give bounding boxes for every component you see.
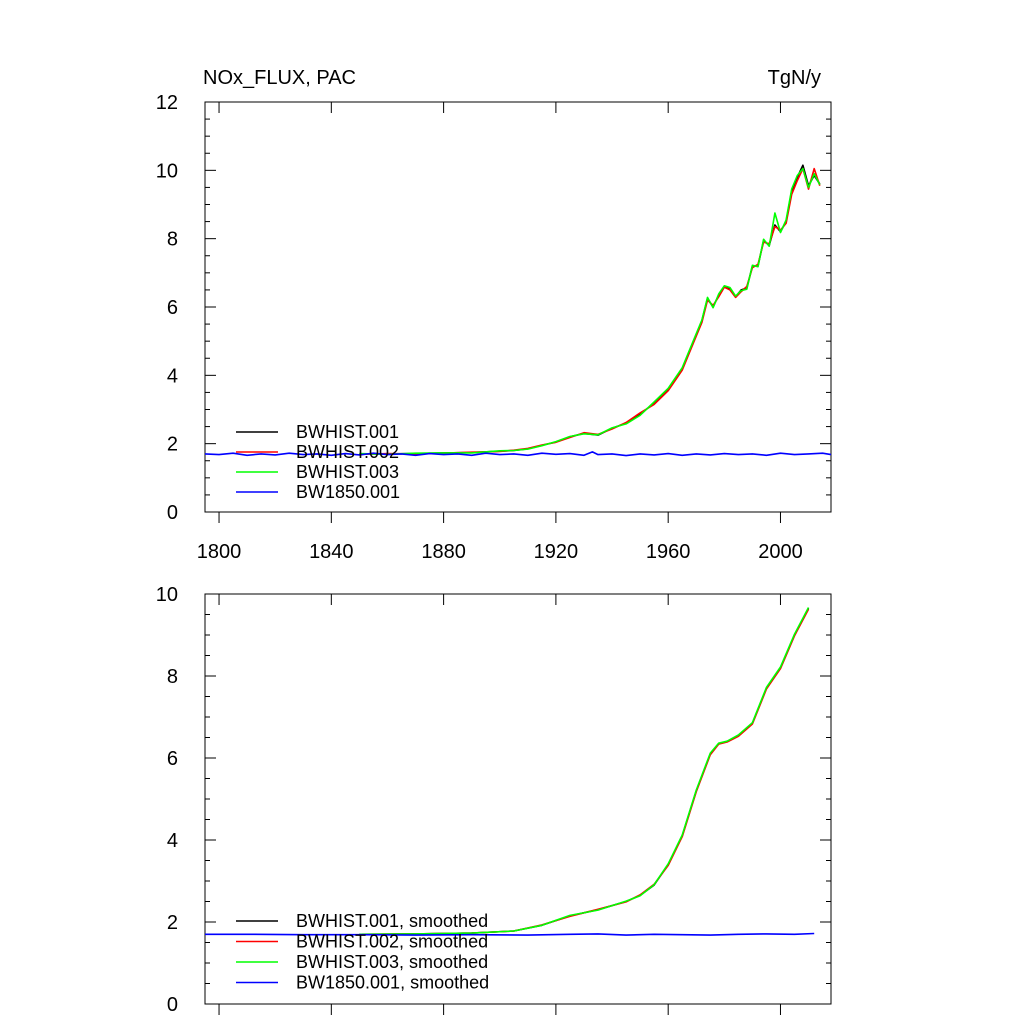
x-tick-label: 1800 (197, 541, 242, 563)
legend-label: BWHIST.003 (296, 462, 399, 482)
y-tick-label: 10 (156, 160, 178, 182)
series-line (359, 607, 810, 936)
y-tick-label: 12 (156, 92, 178, 114)
y-tick-label: 4 (167, 830, 178, 852)
legend-label: BWHIST.001, smoothed (296, 911, 488, 931)
x-tick-label: 1840 (309, 541, 354, 563)
y-tick-label: 2 (167, 912, 178, 934)
series-line (359, 607, 810, 936)
chart-title-right: TgN/y (768, 67, 821, 89)
y-tick-label: 0 (167, 994, 178, 1016)
legend-label: BWHIST.001 (296, 422, 399, 442)
y-tick-label: 2 (167, 434, 178, 456)
y-tick-label: 8 (167, 666, 178, 688)
chart-title-left: NOx_FLUX, PAC (203, 67, 356, 89)
series-line (359, 167, 821, 456)
y-tick-label: 10 (156, 584, 178, 606)
y-tick-label: 6 (167, 297, 178, 319)
series-line (359, 608, 810, 936)
x-tick-label: 1920 (534, 541, 579, 563)
legend-label: BW1850.001 (296, 482, 400, 502)
legend-label: BWHIST.003, smoothed (296, 952, 488, 972)
y-tick-label: 6 (167, 748, 178, 770)
x-tick-label: 1880 (421, 541, 466, 563)
x-tick-label: 1960 (646, 541, 691, 563)
top-panel: NOx_FLUX, PAC TgN/y 0 2 4 6 8 10 12 1800 1840 1880 1… (156, 67, 832, 563)
series-line (359, 164, 821, 455)
legend-label: BWHIST.002 (296, 442, 399, 462)
legend-label: BWHIST.002, smoothed (296, 932, 488, 952)
y-tick-label: 0 (167, 502, 178, 524)
x-tick-label: 2000 (758, 541, 803, 563)
legend-label: BW1850.001, smoothed (296, 973, 489, 993)
series-line (204, 451, 832, 457)
y-tick-label: 4 (167, 365, 178, 387)
y-tick-label: 8 (167, 229, 178, 251)
series-line (359, 167, 821, 456)
series-line (205, 932, 815, 936)
